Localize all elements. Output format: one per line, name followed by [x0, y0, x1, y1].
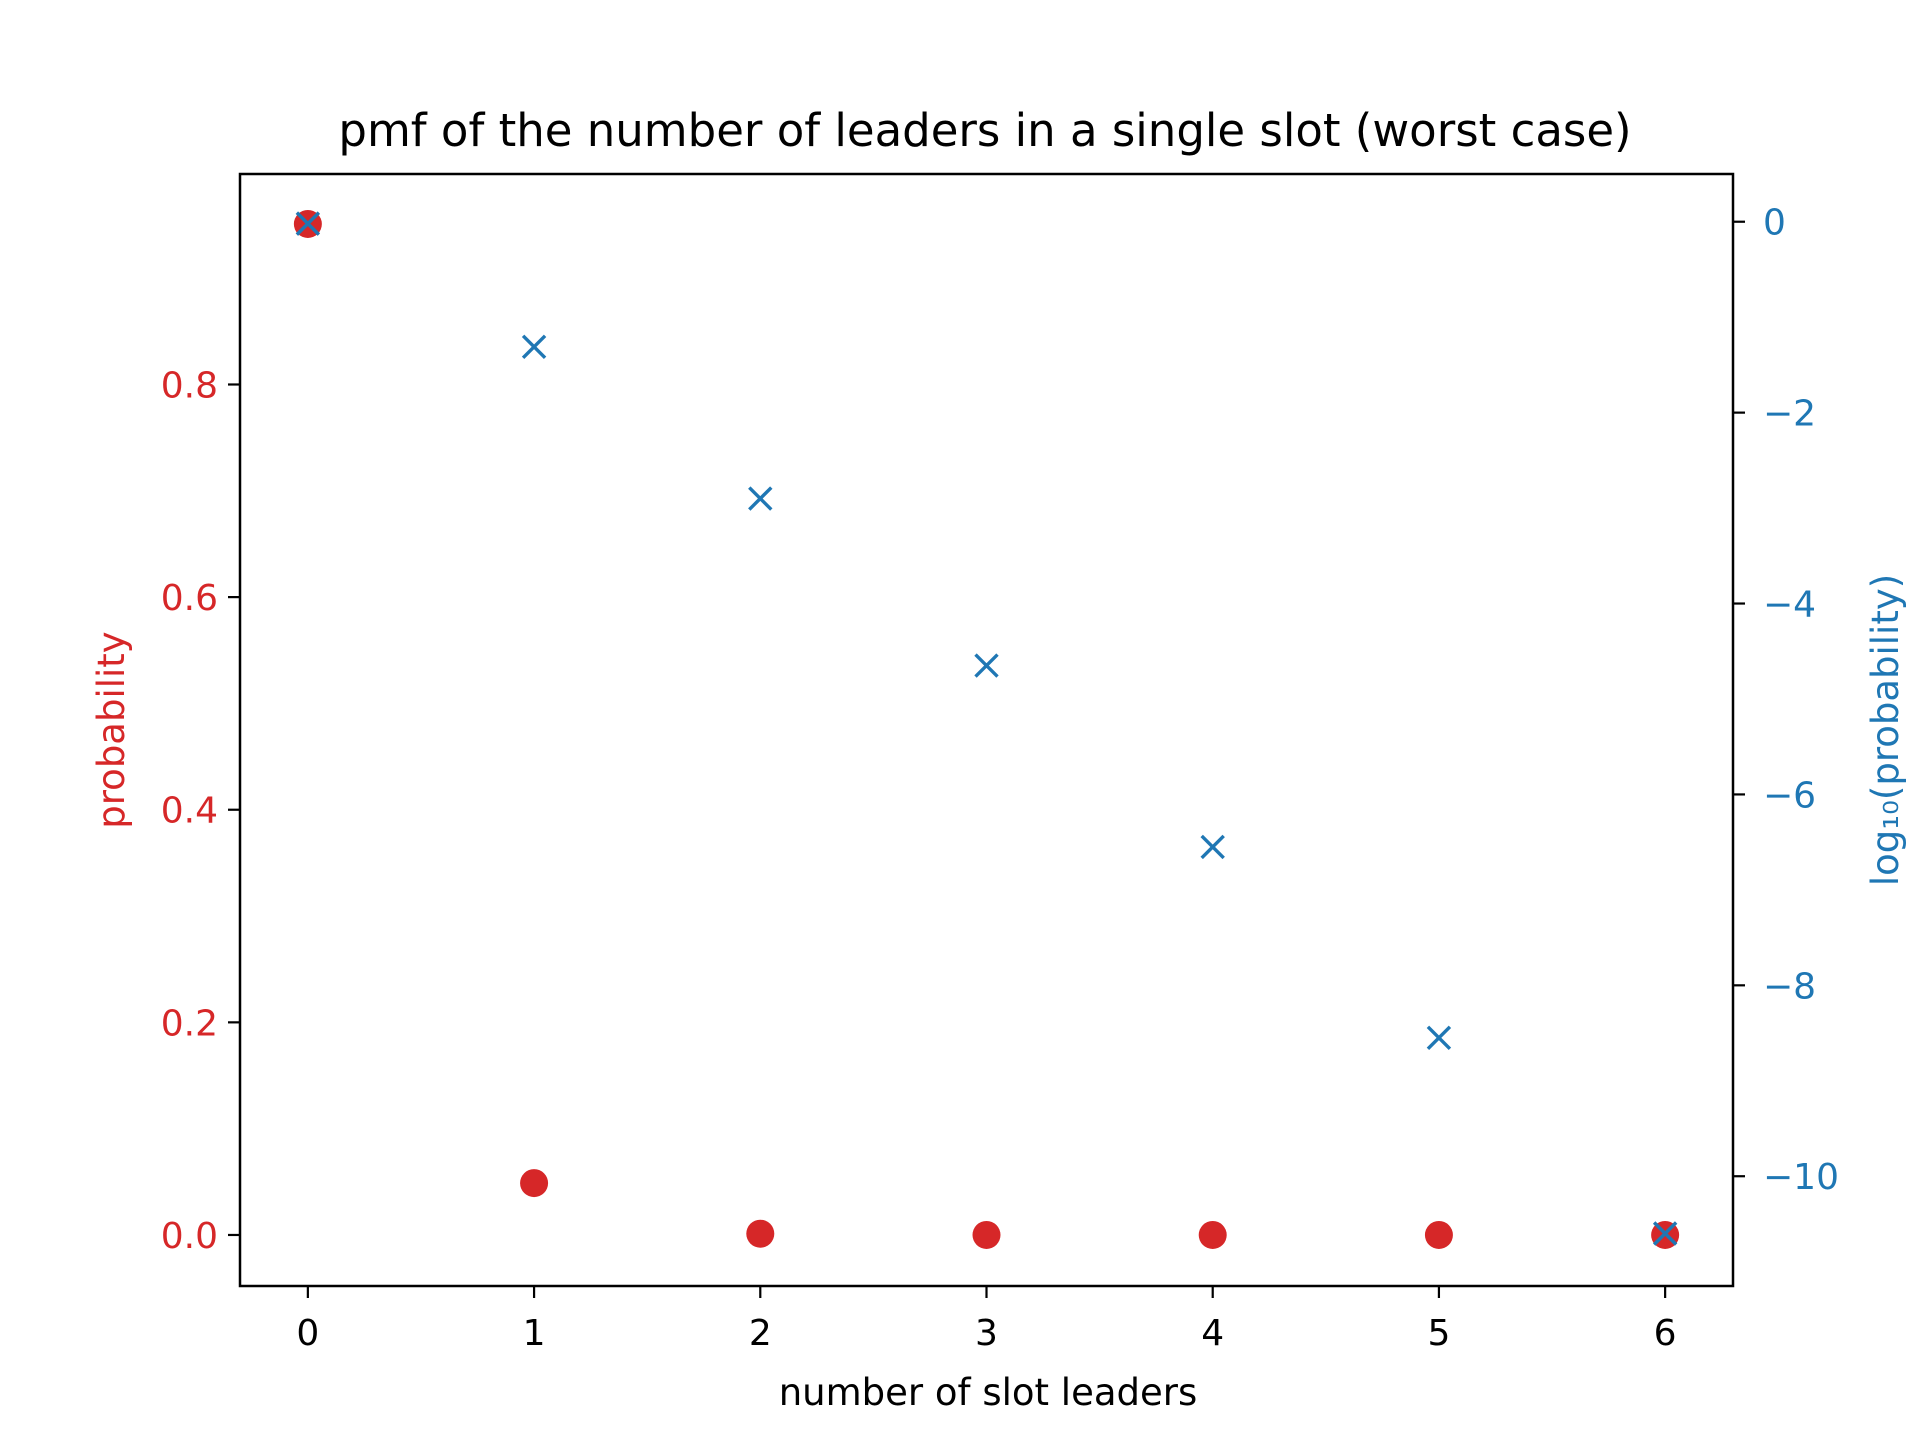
- x-tick-label: 6: [1654, 1313, 1677, 1354]
- plot-marks: [293, 209, 1680, 1249]
- log-probability-point: [1426, 1025, 1452, 1051]
- left-y-tick-label: 0.2: [161, 1003, 218, 1044]
- x-tick-label: 2: [749, 1313, 772, 1354]
- left-y-tick-label: 0.8: [161, 365, 218, 406]
- probability-point: [1198, 1220, 1227, 1249]
- x-tick-label: 5: [1427, 1313, 1450, 1354]
- right-y-tick-label: −10: [1763, 1157, 1839, 1198]
- probability-point: [520, 1169, 549, 1198]
- x-tick-label: 3: [975, 1313, 998, 1354]
- x-tick-label: 0: [296, 1313, 319, 1354]
- log-probability-point: [1652, 1221, 1678, 1246]
- left-y-tick-label: 0.0: [161, 1216, 218, 1257]
- right-y-tick-label: −4: [1763, 585, 1816, 626]
- x-tick-label: 4: [1201, 1313, 1224, 1354]
- probability-point: [746, 1219, 775, 1248]
- left-y-axis: 0.0 0.2 0.4 0.6 0.8: [161, 365, 240, 1257]
- x-axis-label: number of slot leaders: [779, 1371, 1198, 1414]
- log-probability-point: [295, 211, 321, 236]
- left-y-axis-label: probability: [90, 631, 133, 828]
- left-y-tick-label: 0.6: [161, 578, 218, 619]
- right-y-axis: 0 −2 −4 −6 −8 −10: [1733, 203, 1839, 1198]
- log-probability-point: [974, 653, 999, 678]
- log-probability-point: [521, 334, 547, 359]
- log-probability-point: [1200, 834, 1225, 860]
- log-probability-point: [748, 486, 773, 511]
- probability-point: [1424, 1220, 1453, 1249]
- right-y-tick-label: −8: [1763, 966, 1816, 1007]
- right-y-tick-label: −6: [1763, 775, 1816, 816]
- right-y-axis-label: log₁₀(probability): [1864, 574, 1907, 886]
- right-y-tick-label: 0: [1763, 203, 1786, 244]
- x-tick-label: 1: [523, 1313, 546, 1354]
- chart-title: pmf of the number of leaders in a single…: [338, 104, 1631, 157]
- probability-point: [972, 1220, 1001, 1249]
- left-y-tick-label: 0.4: [161, 791, 218, 832]
- x-axis: 0 1 2 3 4 5 6: [296, 1286, 1677, 1354]
- plot-area-frame: [238, 172, 1735, 1288]
- right-y-tick-label: −2: [1763, 394, 1816, 435]
